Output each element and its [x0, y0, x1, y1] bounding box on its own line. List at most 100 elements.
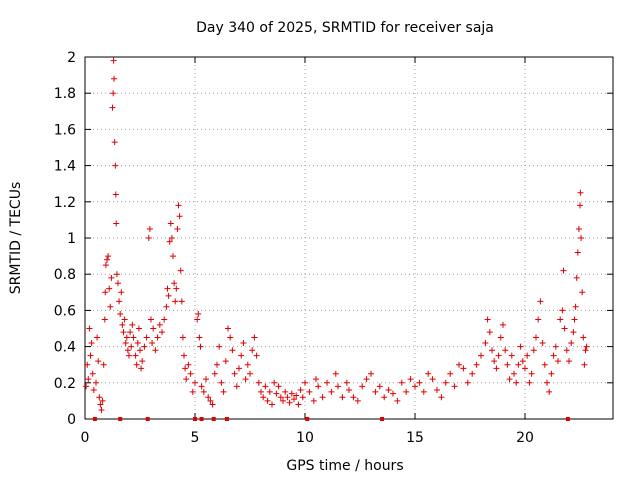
data-point [451, 383, 458, 390]
data-point [95, 358, 102, 365]
data-point [262, 383, 269, 390]
data-point [128, 343, 135, 350]
data-point [442, 379, 449, 386]
data-point [117, 311, 124, 318]
data-point [563, 347, 570, 354]
data-point [508, 352, 515, 359]
zero-marker [211, 417, 216, 421]
data-point [218, 379, 225, 386]
chart-title: Day 340 of 2025, SRMTID for receiver saj… [196, 20, 494, 36]
data-point [112, 162, 119, 169]
data-point [530, 347, 537, 354]
axis-ticks: 00.20.40.60.811.21.41.61.820 5 10 15 20 [54, 50, 613, 446]
data-point [577, 202, 583, 209]
data-point [570, 329, 577, 336]
data-point [170, 253, 176, 260]
grid-lines [85, 57, 613, 419]
x-tick-label: 15 [406, 430, 424, 446]
data-point [526, 379, 533, 386]
data-point [286, 399, 293, 406]
data-point [394, 397, 401, 404]
data-point [582, 347, 589, 354]
data-point [214, 361, 220, 368]
data-point [464, 379, 471, 386]
data-point [179, 334, 186, 341]
data-point [315, 383, 322, 390]
y-tick-label: 0.6 [54, 303, 76, 319]
data-point [354, 397, 361, 404]
data-point [97, 401, 104, 408]
data-point [486, 329, 493, 336]
data-point [429, 376, 436, 383]
data-point [539, 339, 546, 346]
data-point [211, 370, 218, 377]
data-point [460, 365, 467, 372]
data-point [159, 329, 165, 336]
data-point [390, 390, 396, 397]
data-point [568, 339, 575, 346]
data-point [434, 387, 440, 394]
data-point [192, 379, 198, 386]
data-point [502, 347, 509, 354]
data-point [200, 388, 207, 395]
y-tick-label: 1 [67, 231, 76, 247]
data-point [469, 370, 476, 377]
data-point [560, 267, 567, 274]
data-point [207, 397, 214, 404]
data-point [195, 311, 202, 318]
data-point [94, 334, 101, 341]
data-point [185, 361, 192, 368]
data-point [132, 352, 139, 359]
data-point [115, 280, 121, 287]
data-point [491, 358, 498, 365]
data-point [110, 57, 117, 64]
data-point [111, 75, 118, 82]
data-point [102, 262, 109, 269]
data-point [297, 387, 304, 394]
data-point [579, 289, 586, 296]
data-point [165, 292, 172, 299]
data-point [156, 321, 163, 328]
data-point [495, 352, 502, 359]
data-point [133, 361, 140, 368]
data-point [484, 316, 491, 323]
zero-marker [305, 417, 310, 421]
data-point [134, 339, 141, 346]
data-point [398, 379, 405, 386]
data-point [517, 343, 524, 350]
data-point [126, 352, 132, 359]
data-point [368, 370, 374, 377]
zero-marker [199, 417, 204, 421]
zero-marker [145, 417, 150, 421]
data-point [577, 189, 584, 196]
data-point [500, 321, 506, 328]
data-point [150, 325, 157, 332]
data-point [574, 249, 581, 256]
y-tick-label: 1.8 [54, 86, 76, 102]
data-point [559, 307, 566, 314]
data-point [537, 298, 544, 305]
data-point [112, 191, 119, 198]
data-point [163, 303, 170, 310]
data-point [113, 271, 120, 278]
data-point [561, 325, 568, 332]
data-point [171, 280, 178, 287]
data-point [253, 352, 260, 359]
data-point [222, 358, 229, 365]
data-point [172, 298, 179, 305]
data-point [187, 370, 194, 377]
data-point [578, 235, 585, 241]
data-point [129, 321, 136, 328]
data-point [497, 334, 504, 341]
data-point [194, 316, 201, 323]
data-point [478, 352, 484, 359]
data-point [138, 365, 145, 372]
data-point [284, 394, 291, 401]
data-point [84, 361, 91, 368]
data-point [583, 343, 590, 350]
data-point [99, 397, 106, 404]
y-tick-label: 0.4 [54, 340, 76, 356]
data-point [295, 401, 302, 408]
data-point [489, 347, 495, 354]
data-point [447, 370, 454, 377]
